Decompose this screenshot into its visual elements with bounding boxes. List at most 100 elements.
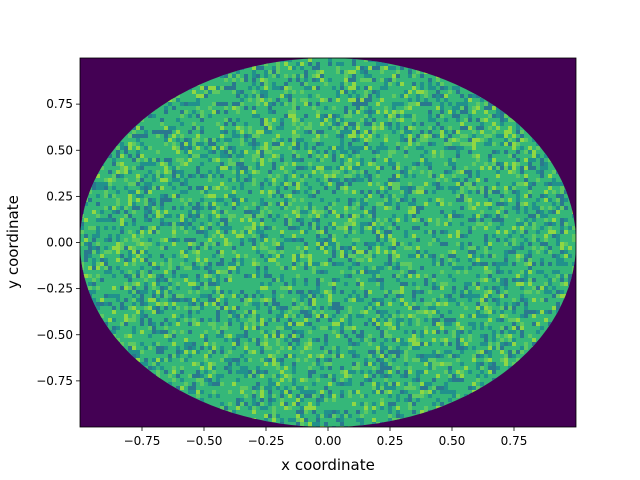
heatmap-cell [388, 118, 392, 122]
heatmap-cell [556, 294, 560, 298]
heatmap-cell [196, 134, 200, 138]
heatmap-cell [272, 154, 276, 158]
heatmap-cell [512, 330, 516, 334]
heatmap-cell [316, 230, 320, 234]
heatmap-cell [420, 86, 424, 90]
heatmap-cell [232, 82, 236, 86]
heatmap-cell [468, 266, 472, 270]
heatmap-cell [176, 386, 180, 390]
heatmap-cell [436, 318, 440, 322]
heatmap-cell [92, 266, 96, 270]
heatmap-cell [412, 86, 416, 90]
heatmap-cell [220, 74, 224, 78]
heatmap-cell [248, 190, 252, 194]
heatmap-cell [468, 190, 472, 194]
heatmap-cell [488, 154, 492, 158]
heatmap-cell [456, 106, 460, 110]
heatmap-cell [232, 190, 236, 194]
heatmap-cell [356, 334, 360, 338]
heatmap-cell [148, 158, 152, 162]
heatmap-cell [276, 314, 280, 318]
heatmap-cell [144, 358, 148, 362]
heatmap-cell [360, 134, 364, 138]
heatmap-cell [404, 230, 408, 234]
heatmap-cell [368, 134, 372, 138]
heatmap-cell [316, 190, 320, 194]
heatmap-cell [536, 198, 540, 202]
heatmap-cell [84, 254, 88, 258]
heatmap-cell [440, 322, 444, 326]
heatmap-cell [140, 330, 144, 334]
heatmap-cell [300, 378, 304, 382]
heatmap-cell [212, 86, 216, 90]
heatmap-cell [404, 186, 408, 190]
heatmap-cell [356, 202, 360, 206]
heatmap-cell [244, 178, 248, 182]
heatmap-cell [380, 186, 384, 190]
heatmap-cell [416, 318, 420, 322]
heatmap-cell [324, 410, 328, 414]
heatmap-cell [400, 262, 404, 266]
heatmap-cell [364, 98, 368, 102]
heatmap-cell [244, 366, 248, 370]
heatmap-cell [400, 302, 404, 306]
heatmap-cell [480, 314, 484, 318]
heatmap-cell [120, 302, 124, 306]
heatmap-cell [328, 210, 332, 214]
heatmap-cell [532, 214, 536, 218]
heatmap-cell [196, 102, 200, 106]
heatmap-cell [156, 150, 160, 154]
heatmap-cell [452, 378, 456, 382]
heatmap-cell [196, 274, 200, 278]
heatmap-cell [408, 210, 412, 214]
heatmap-cell [364, 210, 368, 214]
heatmap-cell [116, 170, 120, 174]
heatmap-cell [556, 234, 560, 238]
heatmap-cell [92, 226, 96, 230]
heatmap-cell [304, 342, 308, 346]
heatmap-cell [444, 342, 448, 346]
heatmap-cell [268, 298, 272, 302]
heatmap-cell [268, 318, 272, 322]
heatmap-cell [384, 374, 388, 378]
heatmap-cell [152, 230, 156, 234]
heatmap-cell [160, 246, 164, 250]
heatmap-cell [400, 82, 404, 86]
heatmap-cell [552, 202, 556, 206]
heatmap-cell [544, 290, 548, 294]
heatmap-cell [96, 194, 100, 198]
heatmap-cell [276, 358, 280, 362]
heatmap-cell [316, 110, 320, 114]
heatmap-cell [340, 414, 344, 418]
heatmap-cell [372, 266, 376, 270]
heatmap-cell [524, 342, 528, 346]
heatmap-cell [464, 126, 468, 130]
heatmap-cell [132, 350, 136, 354]
heatmap-cell [144, 218, 148, 222]
heatmap-cell [504, 186, 508, 190]
heatmap-cell [324, 178, 328, 182]
heatmap-cell [300, 118, 304, 122]
heatmap-cell [312, 390, 316, 394]
heatmap-cell [536, 330, 540, 334]
heatmap-cell [460, 110, 464, 114]
heatmap-cell [440, 114, 444, 118]
heatmap-cell [300, 302, 304, 306]
heatmap-cell [472, 154, 476, 158]
heatmap-cell [532, 314, 536, 318]
heatmap-cell [160, 322, 164, 326]
heatmap-cell [348, 142, 352, 146]
heatmap-cell [352, 218, 356, 222]
heatmap-cell [172, 146, 176, 150]
heatmap-cell [280, 286, 284, 290]
heatmap-cell [384, 354, 388, 358]
heatmap-cell [276, 202, 280, 206]
heatmap-cell [208, 174, 212, 178]
heatmap-cell [304, 278, 308, 282]
heatmap-cell [384, 218, 388, 222]
heatmap-cell [268, 250, 272, 254]
heatmap-cell [232, 266, 236, 270]
heatmap-cell [288, 334, 292, 338]
heatmap-cell [120, 166, 124, 170]
heatmap-cell [472, 146, 476, 150]
